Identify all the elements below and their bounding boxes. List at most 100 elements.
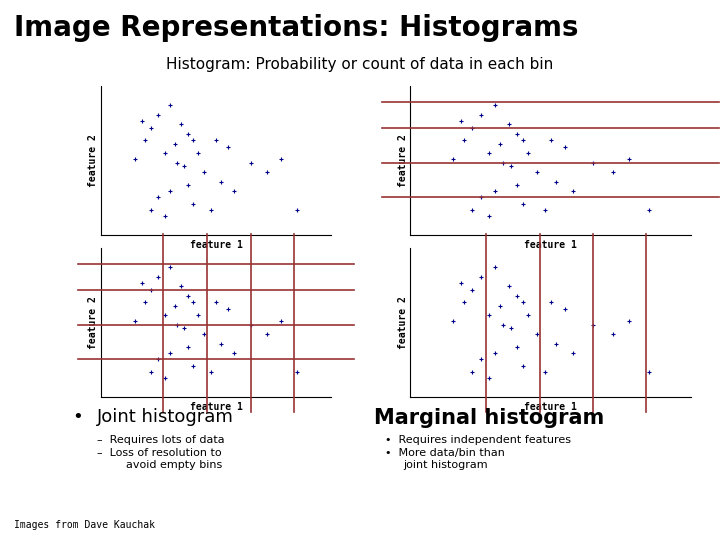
Point: [475, 354, 487, 363]
Point: [130, 316, 141, 325]
Text: Marginal histogram: Marginal histogram: [374, 408, 605, 428]
Point: [145, 124, 157, 133]
Point: [511, 343, 523, 352]
Text: •  More data/bin than: • More data/bin than: [385, 448, 505, 458]
X-axis label: feature 1: feature 1: [524, 240, 577, 251]
Point: [624, 154, 635, 163]
Point: [467, 368, 478, 376]
Point: [160, 212, 171, 220]
Point: [187, 200, 199, 209]
Y-axis label: feature 2: feature 2: [88, 134, 98, 187]
Point: [187, 362, 199, 371]
Point: [210, 136, 222, 144]
Point: [607, 330, 618, 339]
Text: Histogram: Probability or count of data in each bin: Histogram: Probability or count of data …: [166, 57, 554, 72]
Point: [145, 206, 157, 214]
Point: [511, 181, 523, 190]
Point: [206, 368, 217, 376]
Point: [539, 206, 551, 214]
Point: [539, 368, 551, 376]
Point: [607, 168, 618, 177]
Point: [187, 298, 199, 306]
Text: Joint histogram: Joint histogram: [97, 408, 234, 426]
Point: [644, 368, 655, 376]
Point: [495, 301, 506, 310]
Point: [192, 148, 203, 157]
Point: [199, 330, 210, 339]
Point: [137, 116, 148, 125]
Point: [446, 316, 458, 325]
Point: [588, 320, 599, 329]
Point: [559, 143, 570, 152]
Point: [489, 263, 500, 272]
Y-axis label: feature 2: feature 2: [397, 296, 408, 349]
Point: [498, 320, 509, 329]
Point: [160, 148, 171, 157]
Point: [137, 278, 148, 287]
Point: [291, 368, 302, 376]
Point: [139, 298, 150, 306]
Point: [489, 187, 500, 195]
Point: [164, 187, 176, 195]
Text: joint histogram: joint histogram: [403, 460, 488, 470]
X-axis label: feature 1: feature 1: [189, 240, 243, 251]
Point: [551, 177, 562, 186]
Point: [523, 310, 534, 319]
Point: [183, 292, 194, 300]
Point: [229, 349, 240, 357]
Point: [483, 374, 495, 382]
Point: [139, 136, 150, 144]
Point: [215, 339, 226, 348]
Text: Image Representations: Histograms: Image Representations: Histograms: [14, 14, 579, 42]
Point: [483, 148, 495, 157]
Point: [505, 162, 517, 171]
Point: [210, 298, 222, 306]
X-axis label: feature 1: feature 1: [189, 402, 243, 413]
Point: [551, 339, 562, 348]
Point: [505, 324, 517, 333]
Text: avoid empty bins: avoid empty bins: [126, 460, 222, 470]
Point: [523, 148, 534, 157]
Point: [467, 124, 478, 133]
Point: [153, 354, 164, 363]
Point: [215, 177, 226, 186]
Point: [545, 298, 557, 306]
Text: •  Requires independent features: • Requires independent features: [385, 435, 571, 445]
Point: [588, 158, 599, 167]
Text: •: •: [72, 408, 83, 426]
Point: [160, 374, 171, 382]
Point: [261, 168, 272, 177]
Y-axis label: feature 2: feature 2: [88, 296, 98, 349]
Point: [206, 206, 217, 214]
Point: [187, 136, 199, 144]
Point: [183, 181, 194, 190]
Point: [275, 316, 287, 325]
Point: [517, 298, 528, 306]
Point: [498, 158, 509, 167]
Point: [511, 130, 523, 138]
Point: [475, 111, 487, 119]
Point: [291, 206, 302, 214]
Point: [475, 192, 487, 201]
Point: [455, 116, 467, 125]
Point: [130, 154, 141, 163]
Point: [517, 362, 528, 371]
Point: [446, 154, 458, 163]
Text: –  Loss of resolution to: – Loss of resolution to: [97, 448, 222, 458]
Point: [567, 187, 579, 195]
Point: [511, 292, 523, 300]
Point: [192, 310, 203, 319]
Point: [467, 286, 478, 295]
Point: [171, 320, 183, 329]
Point: [168, 301, 180, 310]
Point: [489, 349, 500, 357]
Point: [531, 330, 543, 339]
Point: [168, 139, 180, 148]
Point: [176, 282, 187, 291]
Point: [261, 330, 272, 339]
Point: [178, 162, 189, 171]
Point: [229, 187, 240, 195]
Point: [153, 192, 164, 201]
Point: [483, 310, 495, 319]
Point: [489, 101, 500, 110]
